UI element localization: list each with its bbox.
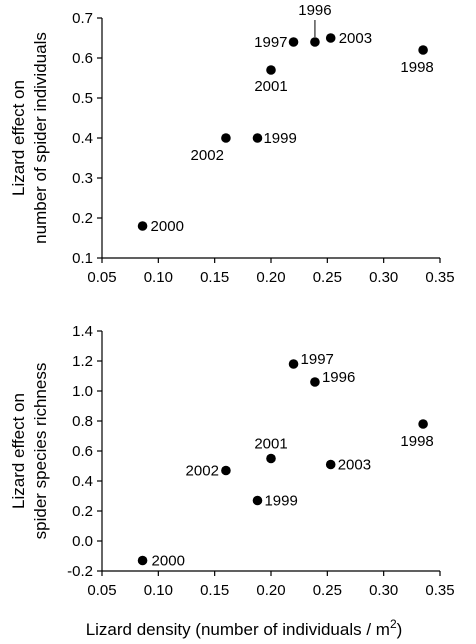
y-tick-label: 0.5 xyxy=(72,90,93,107)
data-label-1996: 1996 xyxy=(298,2,331,19)
data-label-2002: 2002 xyxy=(186,463,219,480)
x-tick-label: 0.15 xyxy=(200,582,229,599)
data-point-2001 xyxy=(266,65,276,75)
data-label-2001: 2001 xyxy=(254,78,287,95)
data-point-1996 xyxy=(310,37,320,47)
y-tick-label: 0.6 xyxy=(72,50,93,67)
data-label-2002: 2002 xyxy=(191,147,224,164)
data-label-2000: 2000 xyxy=(152,553,185,570)
data-label-1999: 1999 xyxy=(264,493,297,510)
x-tick-label: 0.15 xyxy=(200,269,229,286)
data-point-2003 xyxy=(325,459,336,470)
data-point-2002 xyxy=(221,465,231,476)
x-tick-label: 0.20 xyxy=(256,269,285,286)
x-tick-label: 0.35 xyxy=(425,582,454,599)
data-point-2003 xyxy=(325,33,336,43)
y-tick-label: -0.2 xyxy=(67,563,93,580)
data-label-2001: 2001 xyxy=(254,436,287,453)
chart-panel-spider-richness: -0.2 0.0 0.2 0.4 0.6 0.8 1.0 1.2 1.4 0.05 0.10 0.15… xyxy=(9,323,455,599)
data-label-1999: 1999 xyxy=(263,130,296,147)
data-point-1999 xyxy=(252,133,263,143)
data-label-1998: 1998 xyxy=(400,433,433,450)
y-tick-label: 0.0 xyxy=(72,533,93,550)
data-label-1997: 1997 xyxy=(254,34,287,51)
y-axis-label-line: number of spider individuals xyxy=(31,32,50,244)
x-tick-label: 0.30 xyxy=(369,582,398,599)
y-tick-label: 0.8 xyxy=(72,413,93,430)
y-tick-label: 1.4 xyxy=(72,323,93,340)
y-axis-label-line: Lizard effect on xyxy=(9,80,28,196)
data-label-1996: 1996 xyxy=(322,369,355,386)
x-tick-label: 0.10 xyxy=(144,582,173,599)
x-tick-label: 0.35 xyxy=(425,269,454,286)
y-tick-label: 0.6 xyxy=(72,443,93,460)
y-tick-label: 0.3 xyxy=(72,170,93,187)
data-point-2000 xyxy=(137,555,148,566)
y-axis-label-line: Lizard effect on xyxy=(9,393,28,509)
x-tick-label: 0.25 xyxy=(313,269,342,286)
x-tick-label: 0.10 xyxy=(144,269,173,286)
x-tick-label: 0.20 xyxy=(256,582,285,599)
x-tick-label: 0.25 xyxy=(313,582,342,599)
data-point-1997 xyxy=(288,359,299,369)
y-tick-label: 1.2 xyxy=(72,353,93,370)
data-point-1996 xyxy=(310,377,320,387)
y-tick-label: 0.2 xyxy=(72,503,93,520)
data-label-2003: 2003 xyxy=(339,30,372,47)
x-tick-label: 0.05 xyxy=(87,582,116,599)
data-label-1998: 1998 xyxy=(400,59,433,76)
data-point-2000 xyxy=(137,221,148,231)
data-point-1999 xyxy=(252,495,263,506)
x-axis-label: Lizard density (number of individuals / … xyxy=(86,617,403,639)
y-tick-label: 0.4 xyxy=(72,130,93,147)
y-axis-label-line: spider species richness xyxy=(31,363,50,540)
x-tick-label: 0.30 xyxy=(369,269,398,286)
y-tick-label: 0.7 xyxy=(72,10,93,27)
chart-panel-spider-individuals: 0.1 0.2 0.3 0.4 0.5 0.6 0.7 0.05 0.10 0.15 0.20 0.2… xyxy=(9,2,455,286)
y-tick-label: 0.2 xyxy=(72,210,93,227)
data-label-2000: 2000 xyxy=(151,218,184,235)
y-tick-label: 0.1 xyxy=(72,250,93,267)
data-point-1998 xyxy=(418,45,428,55)
data-point-2002 xyxy=(221,133,231,143)
y-tick-label: 1.0 xyxy=(72,383,93,400)
x-tick-label: 0.05 xyxy=(87,269,116,286)
data-point-1998 xyxy=(418,419,428,429)
y-tick-label: 0.4 xyxy=(72,473,93,490)
data-label-1997: 1997 xyxy=(301,351,334,368)
data-point-2001 xyxy=(266,453,276,464)
data-label-2003: 2003 xyxy=(338,457,371,474)
data-point-1997 xyxy=(288,37,299,47)
